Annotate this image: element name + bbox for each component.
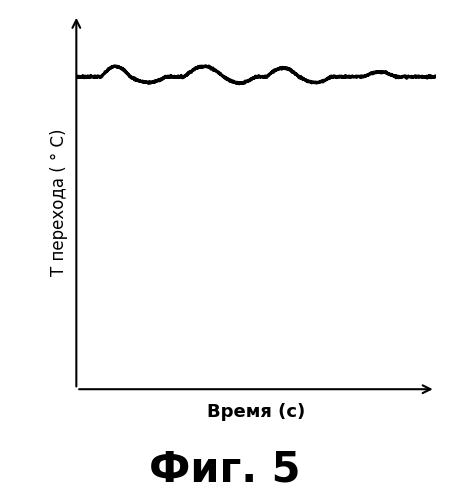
Y-axis label: Т перехода ( ° C): Т перехода ( ° C) xyxy=(50,128,68,276)
Text: Фиг. 5: Фиг. 5 xyxy=(149,448,300,490)
Text: Время (с): Время (с) xyxy=(207,403,305,421)
